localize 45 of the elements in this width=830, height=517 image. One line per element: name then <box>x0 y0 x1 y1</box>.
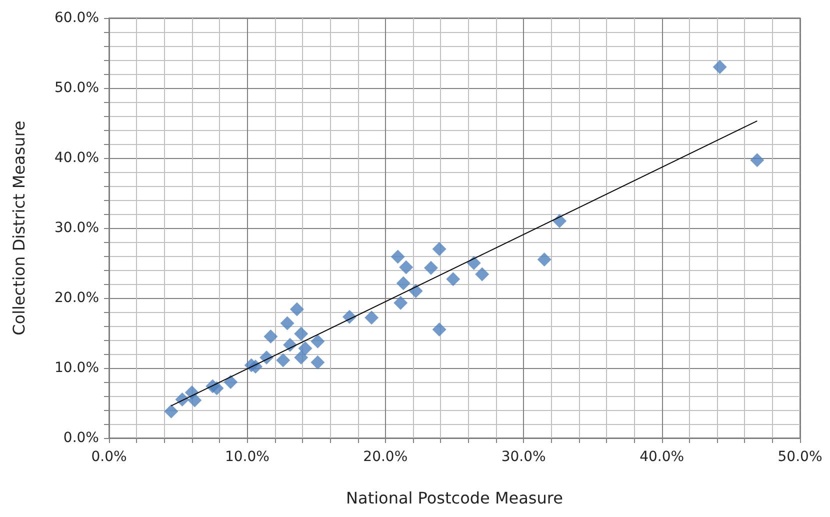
y-tick-label: 0.0% <box>63 430 99 446</box>
point <box>276 353 290 368</box>
point <box>164 404 178 418</box>
point <box>310 334 325 348</box>
point <box>432 322 446 336</box>
point <box>294 326 308 341</box>
point <box>248 360 262 374</box>
y-tick-label: 50.0% <box>54 80 99 96</box>
y-tick-label: 30.0% <box>54 220 99 236</box>
point <box>399 260 414 274</box>
x-tick-label: 40.0% <box>640 449 684 465</box>
x-tick-label: 0.0% <box>91 449 127 465</box>
point <box>446 272 460 286</box>
point <box>188 393 202 408</box>
point <box>298 341 312 356</box>
point <box>408 284 423 298</box>
y-tick-label: 20.0% <box>54 290 99 306</box>
point <box>264 330 278 344</box>
x-tick-label: 10.0% <box>224 449 270 465</box>
point <box>475 267 490 282</box>
point <box>210 381 224 396</box>
y-tick-label: 40.0% <box>54 150 99 166</box>
point <box>390 250 405 264</box>
point <box>466 256 481 270</box>
x-tick-label: 30.0% <box>501 449 546 465</box>
point <box>750 153 764 168</box>
point <box>280 316 294 330</box>
point <box>396 276 410 290</box>
x-axis-title: National Postcode Measure <box>346 488 563 508</box>
y-axis-title: Collection District Measure <box>10 120 28 336</box>
point <box>224 375 238 389</box>
point <box>432 242 446 256</box>
point <box>294 350 308 364</box>
y-tick-label: 60.0% <box>54 10 99 26</box>
point <box>552 214 567 228</box>
point <box>537 252 552 266</box>
x-tick-label: 50.0% <box>778 449 822 465</box>
point <box>712 60 727 74</box>
point <box>364 310 379 325</box>
point <box>424 260 438 275</box>
point <box>394 296 408 310</box>
x-tick-label: 20.0% <box>363 449 408 465</box>
y-tick-label: 10.0% <box>54 360 99 376</box>
point <box>290 302 304 316</box>
point <box>310 355 325 370</box>
